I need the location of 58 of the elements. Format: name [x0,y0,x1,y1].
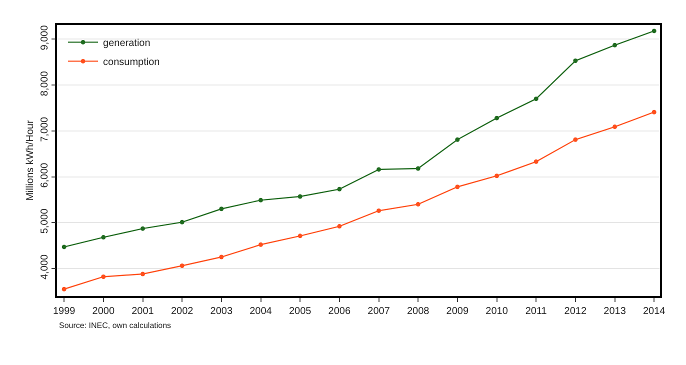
x-tick-label: 2013 [604,306,626,317]
source-note: Source: INEC, own calculations [59,321,172,330]
y-tick-label: 6,000 [39,162,50,188]
x-tick-label: 2005 [288,306,312,317]
point [612,42,618,48]
x-tick-label: 2003 [210,306,233,317]
x-tick-label: 2006 [328,306,351,317]
point [298,194,302,199]
point [416,166,420,171]
legend-label: consumption [103,57,160,68]
point [376,167,382,172]
y-tick-label: 9,000 [39,24,50,50]
point [298,234,302,238]
point [573,137,578,142]
x-tick-label: 2001 [132,306,154,317]
point [180,263,184,268]
point [534,159,538,164]
point [337,224,342,229]
x-tick-label: 2009 [446,306,469,317]
x-tick-label: 2011 [525,306,548,317]
point [573,58,578,64]
point [258,242,263,247]
point [337,186,342,192]
y-tick-label: 4,000 [39,254,50,280]
x-tick-label: 2002 [170,306,194,317]
point [101,235,106,240]
point [652,28,656,34]
point [219,254,224,260]
point [140,226,145,231]
point [455,184,460,190]
x-tick-label: 2000 [92,306,115,317]
y-tick-label: 5,000 [39,208,50,234]
x-tick-label: 2012 [564,306,587,317]
y-axis-title: Millions kWh/Hour [24,120,36,201]
point [258,198,263,202]
point [376,208,382,213]
point [612,124,618,130]
point [180,220,184,224]
y-tick-label: 7,000 [39,116,50,142]
point [455,137,460,142]
x-tick-label: 2014 [642,306,666,317]
point [62,244,66,250]
point [62,286,66,292]
x-tick-label: 2008 [406,306,430,317]
y-tick-label: 8,000 [39,70,50,96]
x-tick-label: 2007 [368,306,390,317]
legend-label: generation [103,38,150,50]
point [101,274,106,279]
point [219,206,224,212]
point [416,202,420,207]
point [494,174,500,178]
x-tick-label: 2004 [250,306,272,317]
x-tick-label: 1999 [52,306,76,317]
point [652,110,656,114]
x-tick-label: 2010 [486,306,508,317]
point [494,116,500,120]
point [140,272,145,276]
point [534,96,538,102]
